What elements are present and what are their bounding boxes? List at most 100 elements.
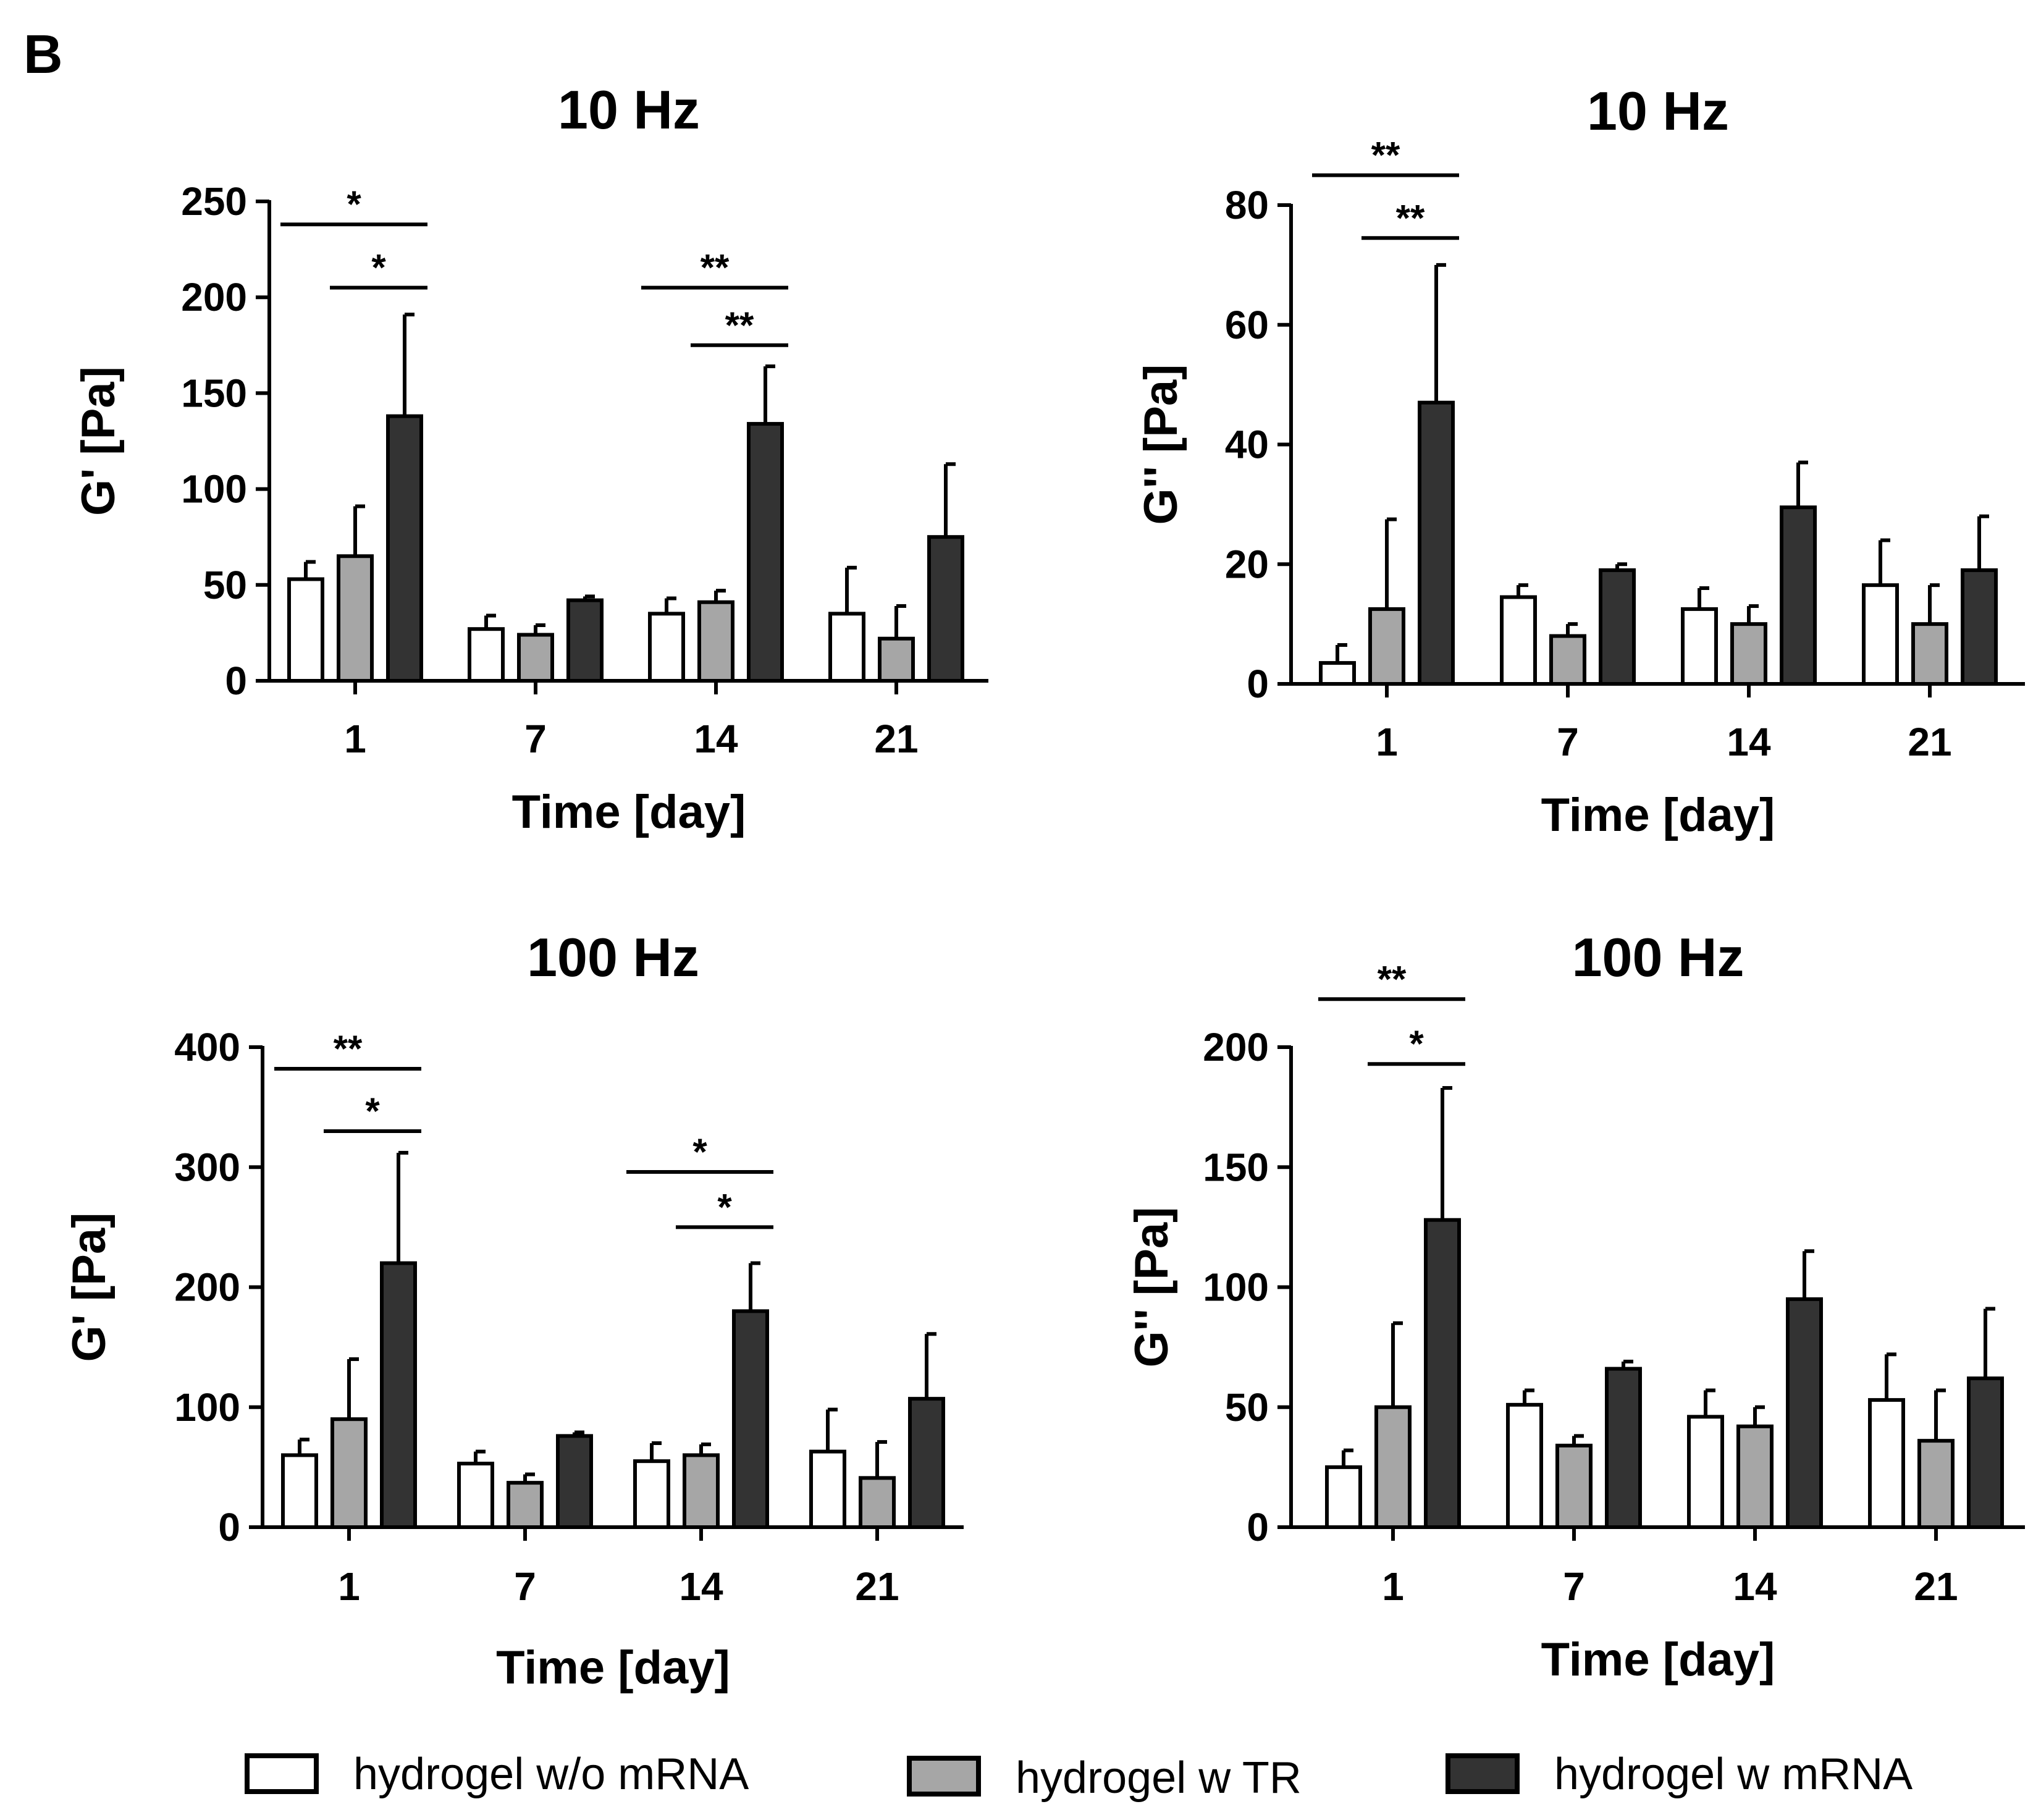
- bar: [648, 612, 685, 683]
- bar: [1319, 661, 1356, 686]
- chart-title: 100 Hz: [1572, 927, 1744, 988]
- x-tick-label: 14: [679, 1564, 723, 1609]
- y-tick-label: 60: [1225, 303, 1269, 347]
- x-tick-label: 7: [524, 717, 547, 761]
- bar: [1911, 622, 1948, 686]
- bar: [1687, 1415, 1724, 1530]
- chart-title: 100 Hz: [527, 927, 699, 988]
- chart-title: 10 Hz: [1587, 80, 1729, 141]
- chart-g-prime-100hz: 100 Hz 0 100 200 300 400 1 7 14 21 Time [day] G' [P…: [63, 927, 964, 1694]
- bar: [380, 1261, 417, 1530]
- x-tick-label: 1: [1382, 1564, 1404, 1609]
- bar: [683, 1453, 720, 1529]
- x-tick-label: 21: [1908, 720, 1951, 764]
- bar: [1599, 568, 1636, 686]
- y-tick-label: 250: [181, 179, 247, 224]
- x-tick-label: 21: [855, 1564, 899, 1609]
- y-tick-label: 0: [1247, 662, 1269, 706]
- bar: [809, 1449, 846, 1530]
- bar: [1736, 1424, 1774, 1530]
- y-tick-label: 50: [203, 563, 247, 607]
- significance-label: *: [365, 1090, 380, 1132]
- y-tick-label: 0: [218, 1505, 240, 1549]
- bar: [1730, 622, 1767, 686]
- bar: [828, 612, 865, 683]
- bar: [1917, 1439, 1955, 1529]
- y-axis-label: G' [Pa]: [72, 366, 125, 516]
- bar: [859, 1476, 896, 1529]
- significance-label: *: [1409, 1023, 1424, 1064]
- legend-label-mrna: hydrogel w mRNA: [1554, 1750, 1913, 1799]
- y-tick-label: 20: [1225, 542, 1269, 586]
- legend-swatch-tr: [907, 1756, 981, 1797]
- bar: [1862, 583, 1899, 686]
- bar: [1868, 1398, 1905, 1529]
- legend-label-no-mrna: hydrogel w/o mRNA: [353, 1750, 749, 1799]
- bar: [747, 422, 784, 683]
- bar: [1967, 1376, 2004, 1529]
- y-tick-label: 100: [181, 467, 247, 512]
- bar: [1424, 1218, 1461, 1529]
- bar: [386, 414, 423, 683]
- significance-label: *: [371, 247, 386, 289]
- x-tick-label: 14: [694, 717, 738, 761]
- significance-label: **: [1371, 135, 1400, 176]
- significance-label: **: [1378, 958, 1407, 1000]
- legend: hydrogel w/o mRNA hydrogel w TR hydrogel…: [245, 1750, 1913, 1803]
- bar: [1605, 1367, 1642, 1530]
- panel-label: B: [23, 23, 63, 85]
- y-tick-label: 400: [174, 1025, 240, 1069]
- bar: [337, 554, 374, 683]
- y-tick-label: 0: [1247, 1505, 1269, 1549]
- bar: [732, 1309, 769, 1530]
- bar: [1961, 568, 1998, 686]
- significance-label: **: [1396, 197, 1425, 238]
- y-tick-label: 80: [1225, 183, 1269, 227]
- x-tick-label: 1: [344, 717, 366, 761]
- bar: [287, 577, 324, 683]
- x-tick-label: 7: [514, 1564, 536, 1609]
- significance-label: **: [334, 1028, 363, 1069]
- bar: [507, 1481, 544, 1529]
- x-axis-label: Time [day]: [512, 786, 746, 838]
- bar: [1418, 400, 1455, 686]
- y-tick-label: 40: [1225, 423, 1269, 467]
- x-tick-label: 21: [874, 717, 918, 761]
- legend-swatch-no-mrna: [245, 1753, 319, 1794]
- y-axis-label: G'' [Pa]: [1135, 364, 1187, 525]
- significance-label: **: [725, 305, 754, 346]
- y-axis-label: G' [Pa]: [63, 1213, 116, 1362]
- bar: [1786, 1297, 1823, 1530]
- bar: [878, 636, 915, 683]
- bar: [1500, 595, 1537, 686]
- x-tick-label: 14: [1727, 720, 1771, 764]
- significance-label: *: [692, 1131, 707, 1173]
- bar: [330, 1417, 368, 1530]
- bar: [556, 1434, 593, 1530]
- x-tick-label: 7: [1563, 1564, 1585, 1609]
- bar: [517, 633, 554, 683]
- y-tick-label: 200: [181, 275, 247, 319]
- bar: [1325, 1465, 1362, 1529]
- x-tick-label: 21: [1914, 1564, 1958, 1609]
- bar: [1374, 1405, 1412, 1529]
- x-axis-label: Time [day]: [1541, 789, 1775, 841]
- bar: [566, 598, 604, 683]
- x-axis-label: Time [day]: [496, 1641, 730, 1694]
- x-tick-label: 14: [1733, 1564, 1777, 1609]
- y-tick-label: 0: [225, 659, 247, 703]
- bar: [1780, 505, 1817, 686]
- y-tick-label: 150: [1203, 1145, 1269, 1189]
- bar: [927, 535, 964, 683]
- y-tick-label: 200: [174, 1265, 240, 1310]
- bar: [1681, 607, 1718, 686]
- significance-label: **: [701, 247, 730, 289]
- chart-g-double-prime-10hz: 10 Hz 0 20 40 60 80 1 7 14 21 Time [day] G'' [Pa] **…: [1135, 80, 2025, 841]
- y-tick-label: 300: [174, 1145, 240, 1189]
- x-axis-label: Time [day]: [1541, 1633, 1775, 1686]
- bar: [908, 1397, 945, 1530]
- bar: [468, 627, 505, 683]
- chart-title: 10 Hz: [558, 79, 700, 140]
- legend-swatch-mrna: [1446, 1753, 1520, 1794]
